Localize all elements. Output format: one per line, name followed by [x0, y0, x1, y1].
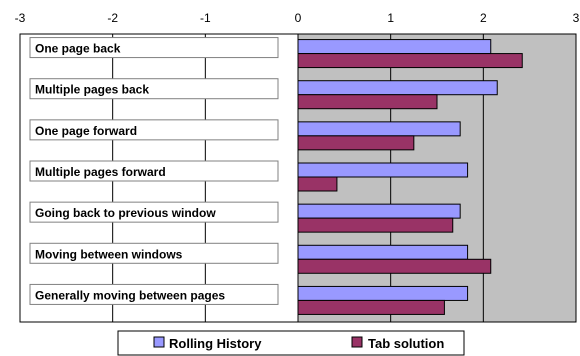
- category-label: One page back: [35, 42, 121, 56]
- bar-rolling-history: [297, 244, 469, 260]
- x-tick-label: -1: [200, 11, 211, 25]
- category-label-box: [29, 160, 279, 182]
- legend: Rolling History Tab solution: [117, 330, 465, 356]
- bar-rolling-history: [297, 39, 492, 55]
- category-label-box: [29, 119, 279, 141]
- bar-rolling-history: [297, 162, 469, 178]
- bar-tab-solution: [297, 258, 492, 274]
- legend-box: [117, 330, 465, 356]
- legend-swatch: [153, 336, 165, 348]
- category-label: Generally moving between pages: [35, 288, 225, 302]
- bar-tab-solution: [297, 217, 454, 233]
- x-tick-label: 3: [573, 11, 580, 25]
- bar-rolling-history: [297, 203, 461, 219]
- bar-rolling-history: [297, 80, 498, 96]
- category-label-box: [29, 78, 279, 100]
- category-label-box: [29, 283, 279, 305]
- category-labels: One page back Multiple pages back One page…: [29, 37, 279, 305]
- bar-rolling-history: [297, 121, 461, 137]
- legend-label: Rolling History: [169, 336, 262, 351]
- x-tick-label: 1: [387, 11, 394, 25]
- x-tick-label: -3: [15, 11, 26, 25]
- bar-tab-solution: [297, 94, 438, 110]
- legend-swatch: [351, 336, 363, 348]
- category-label-box: [29, 242, 279, 264]
- category-label: Moving between windows: [35, 247, 183, 261]
- legend-label: Tab solution: [368, 336, 444, 351]
- bar-tab-solution: [297, 299, 445, 315]
- category-label: Multiple pages forward: [35, 165, 166, 179]
- plot-positive-region: [298, 34, 576, 322]
- category-label-box: [29, 201, 279, 223]
- bar-tab-solution: [297, 135, 415, 151]
- x-axis-tick-labels: -3 -2 -1 0 1 2 3: [15, 11, 580, 25]
- x-tick-label: 2: [480, 11, 487, 25]
- category-label: Going back to previous window: [35, 206, 216, 220]
- x-tick-label: -2: [107, 11, 118, 25]
- bar-rolling-history: [297, 285, 469, 301]
- bars: [297, 39, 523, 315]
- category-label-box: [29, 37, 279, 59]
- bar-tab-solution: [297, 176, 338, 192]
- bar-tab-solution: [297, 53, 523, 69]
- category-label: Multiple pages back: [35, 83, 149, 97]
- x-tick-label: 0: [295, 11, 302, 25]
- category-label: One page forward: [35, 124, 137, 138]
